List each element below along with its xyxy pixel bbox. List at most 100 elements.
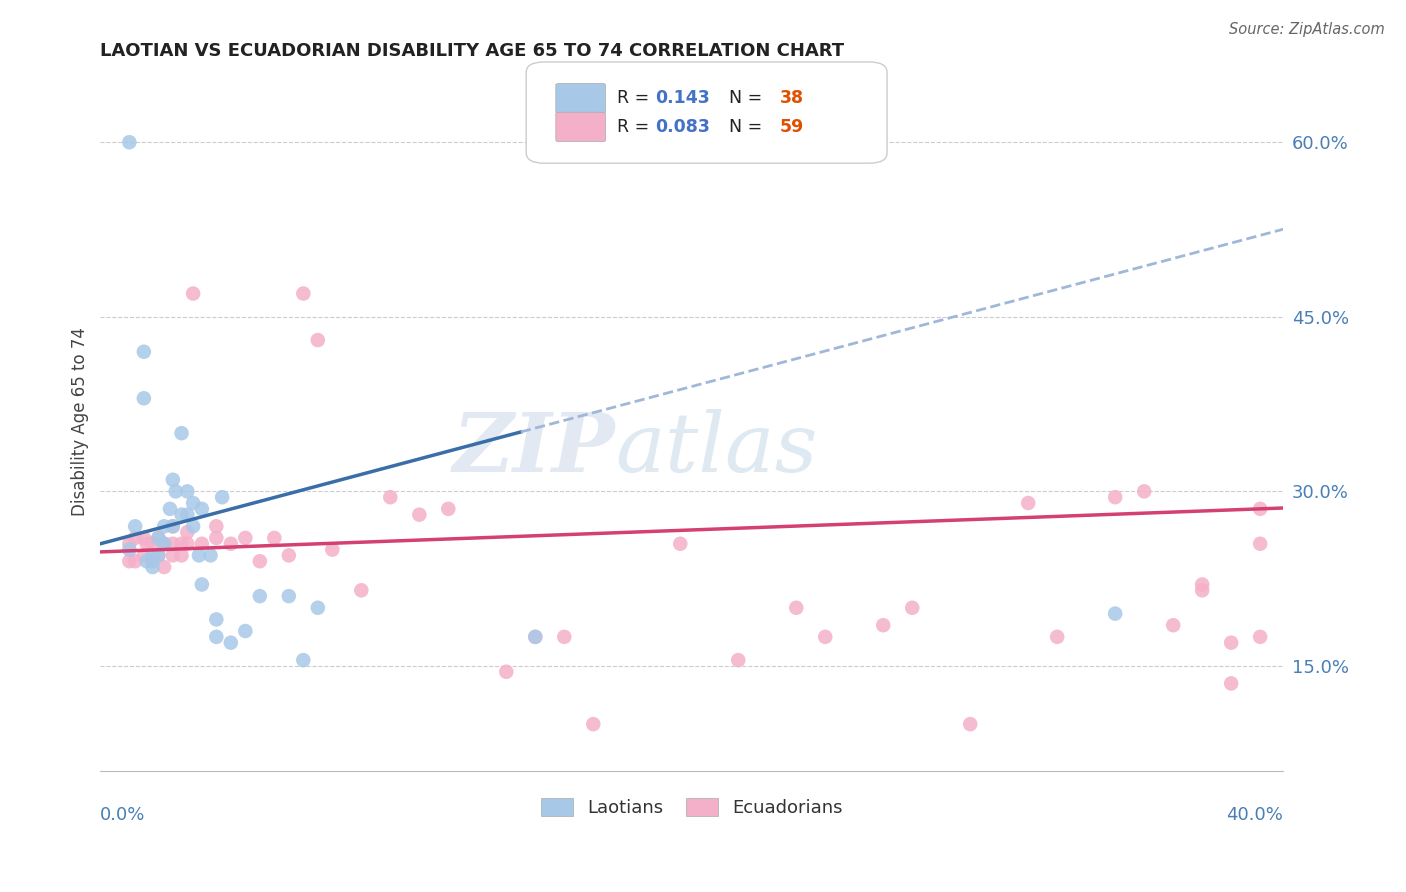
Point	[233, 624, 256, 638]
FancyBboxPatch shape	[555, 84, 606, 113]
Point	[170, 508, 193, 522]
Point	[141, 537, 163, 551]
Point	[153, 560, 176, 574]
Point	[148, 549, 170, 563]
Point	[1104, 490, 1126, 504]
Point	[200, 549, 222, 563]
Point	[1249, 501, 1271, 516]
Point	[191, 501, 214, 516]
Point	[277, 589, 299, 603]
Point	[132, 344, 155, 359]
Text: LAOTIAN VS ECUADORIAN DISABILITY AGE 65 TO 74 CORRELATION CHART: LAOTIAN VS ECUADORIAN DISABILITY AGE 65 …	[100, 42, 845, 60]
Point	[1161, 618, 1184, 632]
Point	[211, 490, 233, 504]
Point	[187, 549, 209, 563]
Text: Source: ZipAtlas.com: Source: ZipAtlas.com	[1229, 22, 1385, 37]
Point	[118, 537, 141, 551]
Point	[495, 665, 517, 679]
Point	[153, 537, 176, 551]
Point	[1220, 635, 1243, 649]
Point	[191, 577, 214, 591]
Point	[727, 653, 749, 667]
Text: R =: R =	[617, 89, 655, 107]
Point	[132, 549, 155, 563]
Point	[153, 537, 176, 551]
Point	[170, 426, 193, 441]
Point	[277, 549, 299, 563]
Point	[959, 717, 981, 731]
Text: N =: N =	[718, 89, 768, 107]
Text: N =: N =	[718, 118, 768, 136]
FancyBboxPatch shape	[555, 112, 606, 142]
Point	[162, 519, 184, 533]
Text: ZIP: ZIP	[453, 409, 614, 490]
Point	[170, 537, 193, 551]
Point	[148, 531, 170, 545]
Point	[1133, 484, 1156, 499]
Point	[872, 618, 894, 632]
Point	[249, 554, 271, 568]
Point	[307, 600, 329, 615]
Point	[249, 589, 271, 603]
FancyBboxPatch shape	[526, 62, 887, 163]
Point	[148, 531, 170, 545]
Point	[162, 537, 184, 551]
Text: 38: 38	[779, 89, 803, 107]
Point	[553, 630, 575, 644]
Point	[582, 717, 605, 731]
Point	[118, 135, 141, 149]
Point	[124, 554, 146, 568]
Point	[162, 473, 184, 487]
Text: 0.143: 0.143	[655, 89, 710, 107]
Point	[176, 525, 198, 540]
Point	[205, 630, 228, 644]
Point	[321, 542, 343, 557]
Text: 0.0%: 0.0%	[100, 805, 146, 823]
Point	[901, 600, 924, 615]
Point	[153, 519, 176, 533]
Point	[124, 519, 146, 533]
Point	[181, 496, 204, 510]
Point	[118, 554, 141, 568]
Point	[408, 508, 430, 522]
Point	[219, 537, 242, 551]
Point	[233, 531, 256, 545]
Point	[141, 560, 163, 574]
Point	[1046, 630, 1069, 644]
Point	[205, 519, 228, 533]
Point	[170, 549, 193, 563]
Y-axis label: Disability Age 65 to 74: Disability Age 65 to 74	[72, 327, 89, 516]
Text: R =: R =	[617, 118, 655, 136]
Point	[380, 490, 402, 504]
Point	[135, 554, 157, 568]
Point	[162, 519, 184, 533]
Text: atlas: atlas	[614, 409, 817, 490]
Point	[176, 537, 198, 551]
Point	[1220, 676, 1243, 690]
Point	[1104, 607, 1126, 621]
Point	[181, 519, 204, 533]
Point	[141, 554, 163, 568]
Point	[181, 286, 204, 301]
Point	[219, 635, 242, 649]
Point	[1249, 537, 1271, 551]
Text: 59: 59	[779, 118, 804, 136]
Point	[132, 392, 155, 406]
Point	[814, 630, 837, 644]
Point	[669, 537, 692, 551]
Point	[292, 653, 315, 667]
Point	[176, 484, 198, 499]
Text: 0.083: 0.083	[655, 118, 710, 136]
Text: 40.0%: 40.0%	[1226, 805, 1284, 823]
Point	[132, 531, 155, 545]
Point	[263, 531, 285, 545]
Point	[124, 531, 146, 545]
Point	[1191, 577, 1213, 591]
Point	[437, 501, 460, 516]
Point	[205, 531, 228, 545]
Point	[205, 612, 228, 626]
Point	[292, 286, 315, 301]
Point	[191, 537, 214, 551]
Point	[785, 600, 807, 615]
Point	[141, 549, 163, 563]
